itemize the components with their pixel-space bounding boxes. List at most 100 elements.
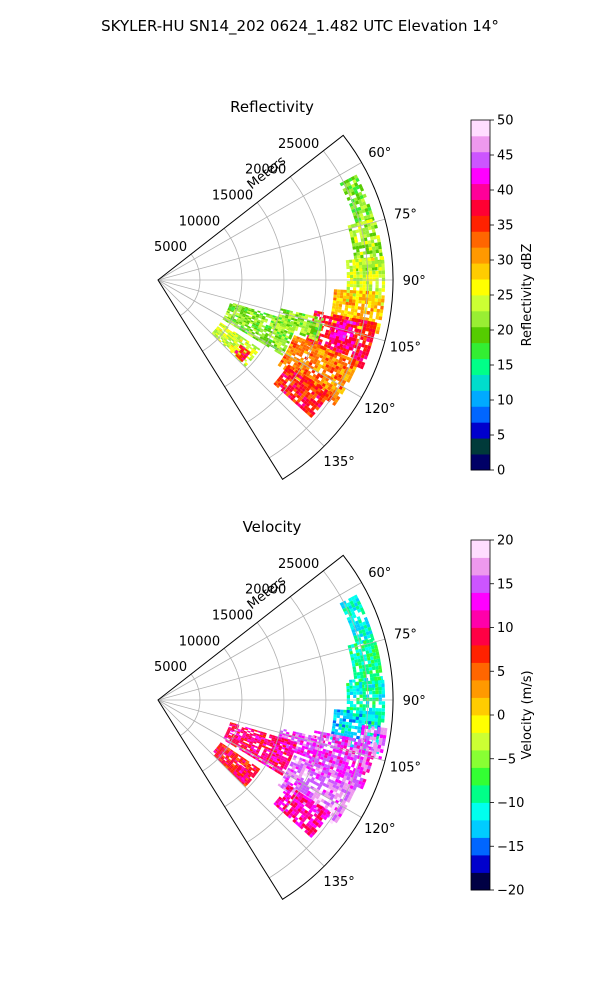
velocity-echo-cell <box>349 792 354 797</box>
reflectivity-echo-cell <box>346 284 350 287</box>
velocity-echo-cell <box>224 735 228 738</box>
reflectivity-echo-cell <box>368 328 373 333</box>
velocity-echo-cell <box>371 714 376 719</box>
velocity-echo-cell <box>319 781 324 786</box>
reflectivity-echo-cell <box>280 378 285 383</box>
velocity-echo-cell <box>357 729 361 734</box>
reflectivity-echo-cell <box>290 330 295 334</box>
velocity-echo-cell <box>335 815 341 821</box>
velocity-echo-cell <box>335 734 340 739</box>
velocity-echo-cell <box>337 762 342 767</box>
velocity-echo-cell <box>307 777 311 782</box>
velocity-echo-cell <box>323 808 329 814</box>
velocity-echo-cell <box>278 747 282 751</box>
reflectivity-range-ring <box>246 176 327 423</box>
velocity-echo-cell <box>344 752 349 756</box>
reflectivity-echo-cell <box>346 196 351 201</box>
velocity-echo-cell <box>228 766 232 771</box>
reflectivity-echo-cell <box>229 303 233 306</box>
reflectivity-echo-cell <box>371 298 375 302</box>
reflectivity-echo-cell <box>281 314 286 318</box>
velocity-echo-cell <box>325 735 330 739</box>
velocity-echo-cell <box>246 733 250 736</box>
reflectivity-echo-cell <box>266 344 270 348</box>
velocity-echo-cell <box>305 754 310 758</box>
velocity-echo-cell <box>298 801 303 806</box>
reflectivity-echo-cell <box>336 388 342 393</box>
velocity-echo-cell <box>347 619 352 624</box>
velocity-echo-cell <box>360 674 364 679</box>
reflectivity-echo-cell <box>339 357 344 362</box>
reflectivity-echo-cell <box>305 376 310 381</box>
velocity-echo-cell <box>326 788 331 793</box>
velocity-echo-cell <box>369 673 374 678</box>
reflectivity-echo-cell <box>234 354 238 358</box>
reflectivity-echo-cell <box>345 301 349 306</box>
velocity-echo-cell <box>246 764 251 768</box>
reflectivity-echo-cell <box>303 331 307 335</box>
velocity-echo-cell <box>343 709 347 713</box>
reflectivity-echo-cell <box>317 311 321 315</box>
reflectivity-echo-cell <box>372 249 376 254</box>
velocity-echo-cell <box>316 764 321 769</box>
velocity-azimuth-line <box>157 699 386 762</box>
reflectivity-echo-cell <box>352 186 357 192</box>
reflectivity-echo-cell <box>280 337 285 342</box>
reflectivity-echo-cell <box>246 351 250 356</box>
velocity-echo-cell <box>343 712 347 716</box>
reflectivity-echo-cell <box>294 386 299 391</box>
reflectivity-echo-cell <box>215 327 219 331</box>
reflectivity-echo-cell <box>312 354 317 359</box>
velocity-echo-cell <box>346 776 351 781</box>
reflectivity-echo-cell <box>379 309 384 314</box>
velocity-echo-cell <box>228 726 232 729</box>
reflectivity-echo-cell <box>359 316 363 321</box>
reflectivity-echo-cell <box>312 334 316 338</box>
velocity-echo-cell <box>340 763 345 768</box>
reflectivity-echo-cell <box>354 239 359 244</box>
velocity-echo-cell <box>249 733 254 736</box>
reflectivity-echo-cell <box>305 339 309 344</box>
velocity-echo-cell <box>356 710 360 714</box>
reflectivity-echo-cell <box>305 387 310 392</box>
velocity-echo-cell <box>362 671 367 675</box>
reflectivity-echo-cell <box>345 374 350 379</box>
reflectivity-echo-cell <box>323 334 328 339</box>
velocity-echo-cell <box>232 733 236 737</box>
velocity-echo-cell <box>336 712 341 716</box>
velocity-echo-cell <box>329 733 334 737</box>
reflectivity-echo-cell <box>246 321 250 325</box>
reflectivity-echo-cell <box>380 256 385 261</box>
velocity-echo-cell <box>371 666 376 671</box>
reflectivity-echo-cell <box>381 288 385 292</box>
reflectivity-echo-cell <box>327 352 332 356</box>
velocity-echo-cell <box>276 770 281 775</box>
reflectivity-echo-cell <box>337 374 343 379</box>
reflectivity-echo-cell <box>342 322 347 327</box>
velocity-echo-cell <box>325 768 330 772</box>
velocity-echo-cell <box>328 792 333 797</box>
reflectivity-echo-cell <box>352 299 356 303</box>
reflectivity-azimuth-line <box>157 218 386 281</box>
reflectivity-echo-cell <box>270 320 275 324</box>
reflectivity-echo-cell <box>346 275 350 278</box>
velocity-echo-cell <box>223 753 228 756</box>
velocity-echo-cell <box>337 794 343 799</box>
velocity-echo-cell <box>297 746 302 750</box>
reflectivity-echo-cell <box>380 302 384 307</box>
velocity-echo-cell <box>235 725 239 728</box>
velocity-echo-cell <box>309 742 313 746</box>
velocity-echo-cell <box>215 747 219 751</box>
reflectivity-echo-cell <box>377 241 382 246</box>
reflectivity-echo-cell <box>244 348 249 352</box>
velocity-echo-cell <box>378 697 382 702</box>
velocity-echo-cell <box>367 721 372 725</box>
reflectivity-echo-cell <box>304 348 309 352</box>
velocity-echo-cell <box>214 753 218 757</box>
reflectivity-echo-cell <box>298 347 302 352</box>
reflectivity-echo-cell <box>339 295 344 299</box>
velocity-echo-cell <box>346 698 350 701</box>
velocity-echo-cell <box>300 789 305 794</box>
reflectivity-echo-cell <box>339 343 344 348</box>
reflectivity-echo-cell <box>335 335 340 340</box>
